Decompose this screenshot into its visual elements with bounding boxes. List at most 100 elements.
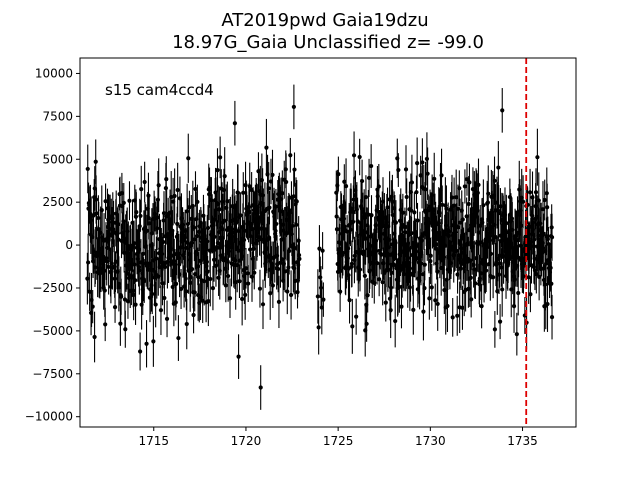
data-point (208, 276, 213, 282)
data-point (99, 252, 104, 257)
data-point (497, 253, 502, 258)
data-point (200, 298, 205, 303)
data-point (169, 194, 174, 200)
data-point (383, 300, 388, 305)
data-point (362, 273, 367, 278)
y-tick-label: −7500 (32, 367, 73, 381)
data-point (336, 172, 341, 177)
data-point (407, 285, 412, 290)
data-point (110, 216, 115, 221)
data-point (400, 222, 405, 227)
data-point (121, 200, 126, 206)
data-point (431, 207, 436, 212)
data-point (464, 177, 470, 182)
data-point (177, 262, 182, 267)
data-point (290, 242, 296, 247)
data-point (350, 219, 356, 224)
data-point (409, 208, 414, 213)
data-point (376, 184, 381, 189)
data-point (212, 217, 217, 222)
data-point (515, 263, 520, 268)
data-point (150, 291, 155, 297)
data-point (287, 248, 292, 254)
data-point (462, 250, 467, 256)
data-point (193, 272, 198, 277)
data-point (352, 253, 357, 258)
data-point (85, 276, 90, 281)
data-point (287, 209, 292, 214)
data-point (91, 213, 96, 218)
data-point (495, 256, 500, 261)
data-point (151, 339, 156, 344)
data-point (290, 223, 295, 228)
data-point (432, 176, 437, 181)
data-point (414, 249, 419, 254)
data-point (108, 284, 113, 289)
data-point (285, 268, 290, 273)
data-point (387, 296, 393, 301)
data-point (510, 269, 515, 274)
data-point (430, 193, 435, 198)
data-point (453, 230, 458, 235)
data-point (192, 237, 197, 242)
data-point (211, 248, 216, 253)
data-point (334, 214, 339, 219)
data-point (425, 171, 430, 176)
data-point (161, 218, 166, 223)
data-point (507, 238, 512, 244)
data-point (198, 220, 203, 225)
data-point (155, 197, 161, 202)
data-point (268, 179, 274, 184)
data-point (172, 193, 177, 199)
data-point (410, 266, 416, 271)
x-tick-label: 1715 (138, 434, 169, 448)
data-point (236, 354, 241, 359)
data-point (520, 269, 525, 274)
data-point (521, 199, 526, 204)
data-point (133, 214, 139, 219)
data-point (406, 246, 411, 252)
data-point (131, 288, 136, 293)
data-point (316, 325, 321, 330)
data-point (175, 221, 180, 227)
data-point (186, 268, 191, 273)
x-tick-label: 1725 (323, 434, 354, 448)
y-tick-label: 2500 (42, 195, 73, 209)
data-point (365, 223, 370, 228)
data-point (369, 163, 374, 169)
data-point (88, 211, 93, 216)
data-point (359, 206, 364, 211)
data-point (187, 257, 192, 263)
data-point (496, 272, 502, 277)
data-point (246, 281, 251, 286)
data-point (128, 288, 133, 293)
data-point (250, 256, 255, 261)
data-point (182, 235, 187, 240)
data-point (505, 263, 510, 268)
data-point (546, 258, 551, 263)
data-point (366, 175, 372, 181)
data-point (188, 275, 193, 280)
data-point (271, 210, 277, 216)
data-point (448, 240, 453, 245)
data-point (439, 265, 444, 271)
data-point (406, 255, 411, 261)
data-point (469, 239, 474, 244)
data-point (434, 261, 439, 266)
data-point (386, 224, 391, 229)
data-point (205, 225, 211, 231)
data-point (414, 243, 419, 248)
data-point (492, 222, 497, 227)
data-point (140, 271, 145, 276)
data-point (449, 195, 455, 200)
data-point (103, 322, 108, 327)
data-point (455, 313, 460, 318)
data-point (280, 222, 285, 227)
data-point (291, 104, 296, 110)
data-point (385, 205, 390, 210)
data-point (120, 230, 125, 236)
data-point (166, 255, 171, 261)
data-point (354, 314, 359, 319)
data-point (415, 161, 420, 166)
data-point (177, 272, 182, 277)
